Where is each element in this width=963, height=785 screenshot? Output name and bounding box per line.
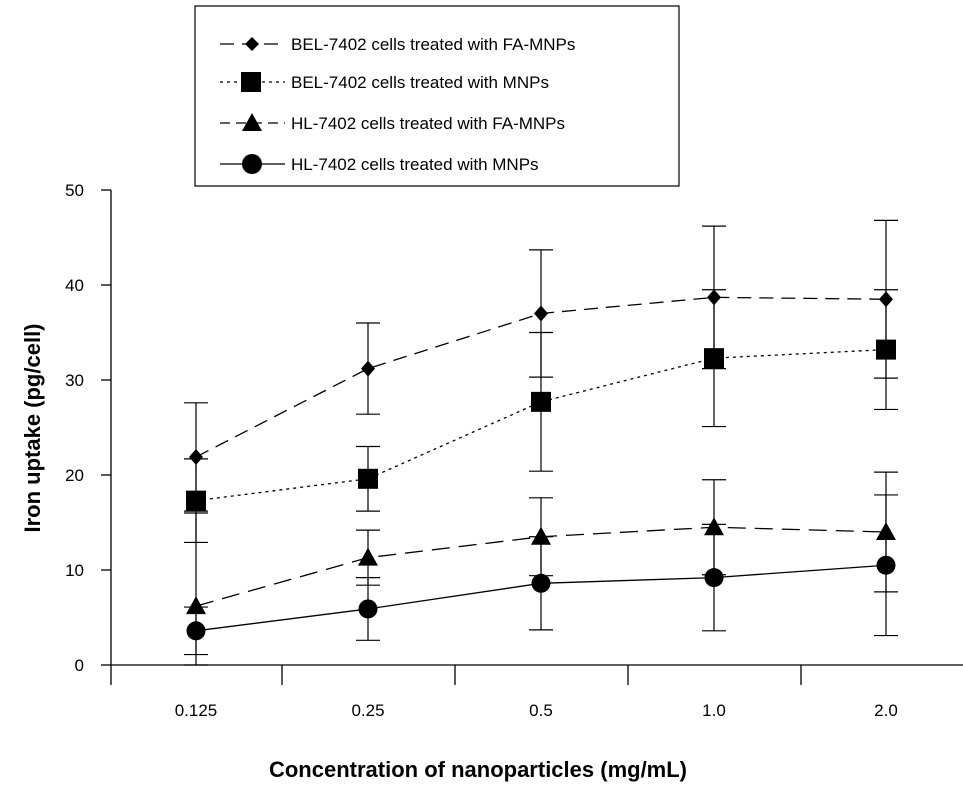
circle-marker bbox=[186, 621, 206, 641]
diamond-marker bbox=[189, 448, 203, 465]
legend-label-3: HL-7402 cells treated with MNPs bbox=[291, 155, 539, 174]
triangle-marker bbox=[531, 526, 551, 545]
y-ticks: 0 10 20 30 40 50 bbox=[65, 181, 111, 675]
legend-label-2: HL-7402 cells treated with FA-MNPs bbox=[291, 114, 565, 133]
y-tick-label: 50 bbox=[65, 181, 84, 200]
series-3 bbox=[184, 494, 898, 656]
x-tick-label: 0.25 bbox=[351, 701, 384, 720]
square-marker bbox=[876, 339, 896, 360]
circle-marker bbox=[358, 599, 378, 619]
circle-marker bbox=[704, 568, 724, 588]
series-1 bbox=[184, 289, 898, 544]
y-tick-label: 0 bbox=[75, 656, 84, 675]
circle-marker bbox=[531, 573, 551, 593]
legend-entry-0: BEL-7402 cells treated with FA-MNPs bbox=[220, 35, 575, 54]
legend-entry-2: HL-7402 cells treated with FA-MNPs bbox=[220, 113, 565, 133]
triangle-marker bbox=[358, 547, 378, 566]
y-tick-label: 10 bbox=[65, 561, 84, 580]
x-tick-label: 0.125 bbox=[175, 701, 218, 720]
legend-label-1: BEL-7402 cells treated with MNPs bbox=[291, 73, 549, 92]
diamond-marker bbox=[361, 360, 375, 377]
legend-circle-marker bbox=[242, 154, 262, 174]
square-marker bbox=[186, 490, 206, 511]
x-ticks: 0.125 0.25 0.5 1.0 2.0 bbox=[110, 665, 898, 720]
legend-triangle-marker bbox=[242, 113, 262, 131]
square-marker bbox=[704, 348, 724, 369]
diamond-marker bbox=[534, 305, 548, 322]
legend-diamond-marker bbox=[245, 37, 259, 51]
x-tick-label: 0.5 bbox=[529, 701, 553, 720]
triangle-marker bbox=[186, 596, 206, 615]
square-marker bbox=[531, 391, 551, 412]
y-tick-label: 30 bbox=[65, 371, 84, 390]
square-marker bbox=[358, 468, 378, 489]
legend-label-0: BEL-7402 cells treated with FA-MNPs bbox=[291, 35, 575, 54]
x-tick-label: 2.0 bbox=[874, 701, 898, 720]
y-tick-label: 20 bbox=[65, 466, 84, 485]
series-layer bbox=[184, 219, 898, 666]
legend-square-marker bbox=[241, 72, 261, 92]
x-axis-title: Concentration of nanoparticles (mg/mL) bbox=[269, 757, 687, 782]
legend-entry-3: HL-7402 cells treated with MNPs bbox=[220, 154, 539, 174]
legend-frame bbox=[194, 5, 680, 187]
x-tick-label: 1.0 bbox=[702, 701, 726, 720]
circle-marker bbox=[876, 555, 896, 575]
y-axis-title: Iron uptake (pg/cell) bbox=[20, 323, 45, 532]
legend: BEL-7402 cells treated with FA-MNPs BEL-… bbox=[194, 5, 680, 187]
y-tick-label: 40 bbox=[65, 276, 84, 295]
legend-entry-1: BEL-7402 cells treated with MNPs bbox=[220, 72, 549, 92]
